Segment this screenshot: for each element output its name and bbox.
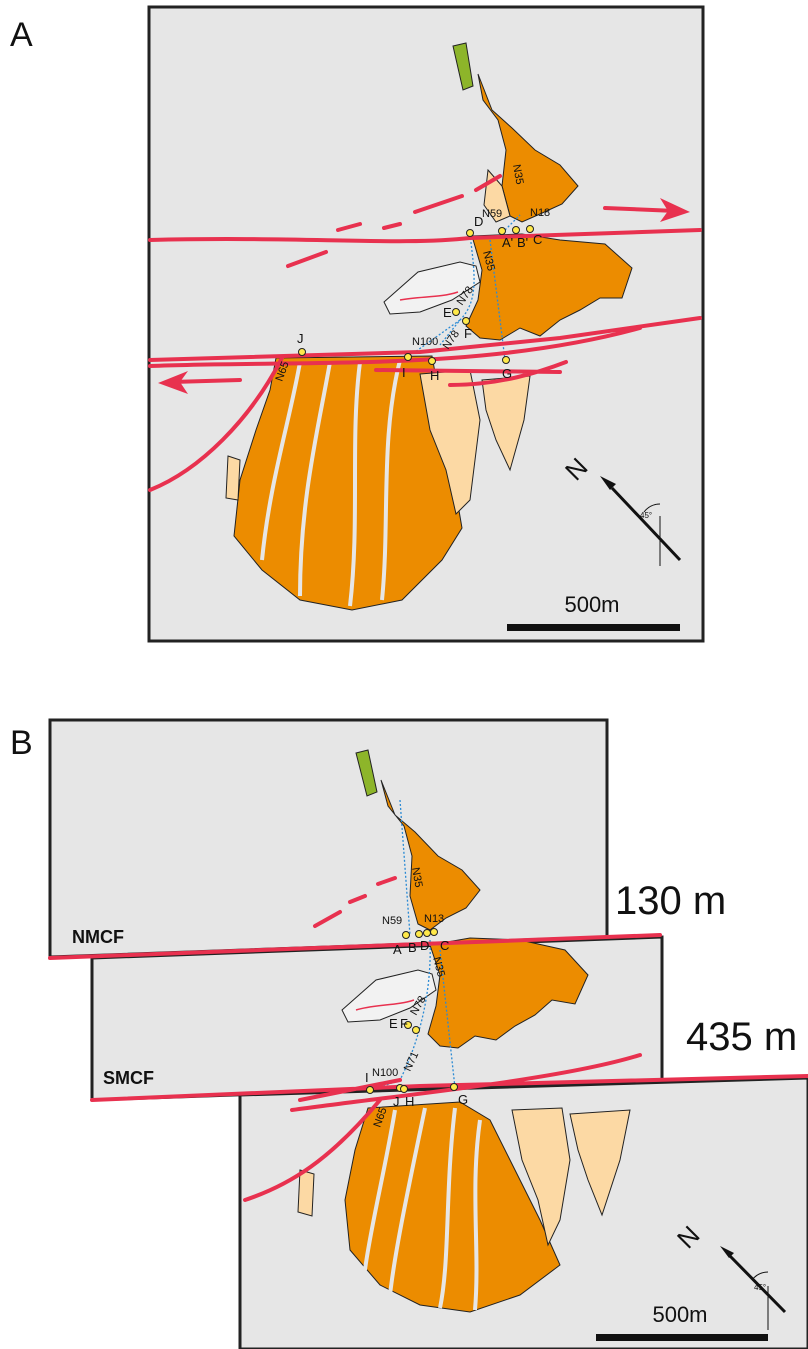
strike-label: N100 <box>372 1067 398 1079</box>
point-label: I <box>365 1070 369 1085</box>
point-label: D <box>420 938 429 953</box>
point-label: H <box>405 1094 414 1109</box>
point-label: C <box>533 232 542 247</box>
offset-label: 435 m <box>686 1015 797 1059</box>
point-label: G <box>502 366 512 381</box>
tan-unit <box>298 1170 314 1216</box>
point-label: C <box>440 938 449 953</box>
panel-label: A <box>10 16 33 54</box>
strike-label: N59 <box>482 208 502 220</box>
point-label: J <box>297 331 304 346</box>
strike-label: N59 <box>382 915 402 927</box>
scale-label: 500m <box>652 1302 707 1327</box>
point-label: B <box>408 940 417 955</box>
panel-b: B A B D C E F I J H G N35 N59 N13 N35 N7… <box>10 720 808 1349</box>
point-label: H <box>430 368 439 383</box>
point-label: G <box>458 1092 468 1107</box>
strike-label: N100 <box>412 336 438 348</box>
angle-label: 45° <box>640 511 652 520</box>
point-label: I <box>402 365 406 380</box>
point-label: J <box>393 1094 400 1109</box>
tan-unit <box>226 456 240 500</box>
point-label: E <box>443 305 452 320</box>
fault-name: NMCF <box>72 927 124 947</box>
motion-arrow <box>172 380 240 382</box>
page: {"panels":[ {"label":"A","scale_bar":"50… <box>0 0 808 1349</box>
point-label: F <box>400 1016 408 1031</box>
point-label: E <box>389 1016 398 1031</box>
panel-a: A D A' B' C E F J I H G N59 N18 N35 N35 … <box>10 7 703 641</box>
panel-label: B <box>10 724 33 762</box>
strike-label: N18 <box>530 207 550 219</box>
block-north <box>50 720 607 957</box>
offset-label: 130 m <box>615 879 726 923</box>
fault-name: SMCF <box>103 1068 154 1088</box>
point-label: A <box>393 942 402 957</box>
scale-label: 500m <box>564 592 619 617</box>
scale-bar <box>507 624 680 631</box>
angle-label: 45° <box>754 1283 766 1292</box>
scale-bar <box>596 1334 768 1341</box>
point-label: B' <box>517 235 528 250</box>
point-label: F <box>464 326 472 341</box>
point-label: A' <box>502 235 513 250</box>
figure: A D A' B' C E F J I H G N59 N18 N35 N35 … <box>0 0 808 1349</box>
strike-label: N13 <box>424 913 444 925</box>
